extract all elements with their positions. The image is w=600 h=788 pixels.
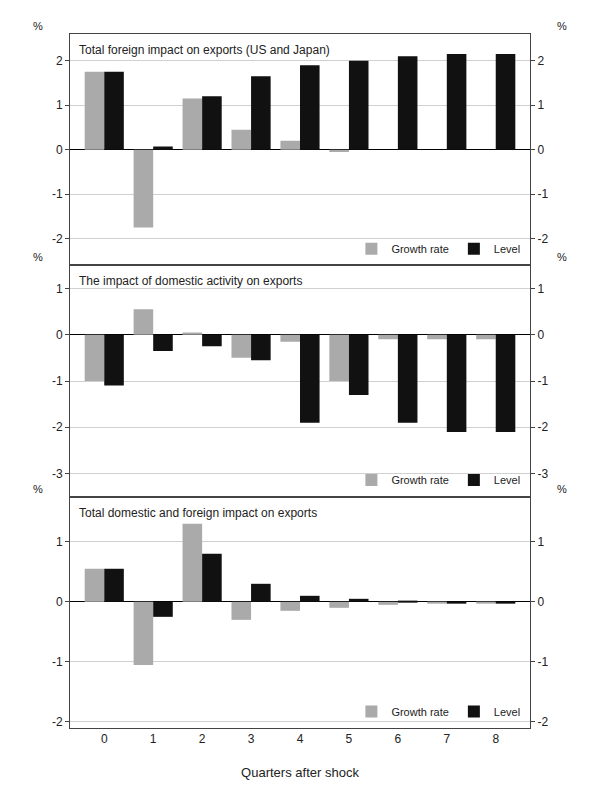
svg-text:-1: -1 (52, 374, 63, 388)
svg-text:Level: Level (494, 474, 520, 486)
svg-text:Growth rate: Growth rate (391, 243, 448, 255)
svg-text:3: 3 (248, 732, 255, 746)
svg-text:%: % (557, 251, 567, 263)
svg-text:1: 1 (150, 732, 157, 746)
svg-text:Level: Level (494, 706, 520, 718)
svg-text:-2: -2 (537, 715, 548, 729)
svg-text:0: 0 (56, 328, 63, 342)
svg-text:1: 1 (537, 98, 544, 112)
svg-text:-1: -1 (52, 187, 63, 201)
svg-text:0: 0 (56, 595, 63, 609)
svg-text:2: 2 (537, 54, 544, 68)
svg-text:1: 1 (537, 282, 544, 296)
svg-text:8: 8 (492, 732, 499, 746)
svg-text:Total foreign impact on export: Total foreign impact on exports (US and … (79, 43, 330, 57)
svg-text:2: 2 (56, 54, 63, 68)
svg-text:-2: -2 (52, 420, 63, 434)
svg-text:1: 1 (56, 98, 63, 112)
svg-text:Growth rate: Growth rate (391, 474, 448, 486)
svg-text:The impact of domestic activit: The impact of domestic activity on expor… (79, 274, 302, 288)
svg-text:Level: Level (494, 243, 520, 255)
svg-text:1: 1 (537, 535, 544, 549)
svg-text:-2: -2 (52, 232, 63, 246)
svg-text:%: % (557, 20, 567, 32)
svg-text:0: 0 (537, 143, 544, 157)
svg-text:5: 5 (346, 732, 353, 746)
svg-text:-1: -1 (537, 187, 548, 201)
svg-text:-1: -1 (52, 655, 63, 669)
svg-text:-1: -1 (537, 374, 548, 388)
svg-text:1: 1 (56, 535, 63, 549)
svg-text:-2: -2 (537, 232, 548, 246)
svg-text:-2: -2 (52, 715, 63, 729)
svg-text:7: 7 (443, 732, 450, 746)
svg-text:Quarters after shock: Quarters after shock (241, 765, 359, 780)
svg-text:1: 1 (56, 282, 63, 296)
svg-text:%: % (33, 20, 43, 32)
svg-text:0: 0 (537, 595, 544, 609)
svg-text:%: % (33, 251, 43, 263)
svg-text:0: 0 (56, 143, 63, 157)
svg-text:-1: -1 (537, 655, 548, 669)
svg-text:6: 6 (395, 732, 402, 746)
svg-text:-3: -3 (52, 467, 63, 481)
svg-text:%: % (557, 483, 567, 495)
svg-text:4: 4 (297, 732, 304, 746)
svg-text:Growth rate: Growth rate (391, 706, 448, 718)
svg-text:-3: -3 (537, 467, 548, 481)
svg-text:%: % (33, 483, 43, 495)
svg-text:0: 0 (537, 328, 544, 342)
svg-text:0: 0 (101, 732, 108, 746)
svg-text:-2: -2 (537, 420, 548, 434)
svg-text:2: 2 (199, 732, 206, 746)
svg-text:Total domestic and foreign imp: Total domestic and foreign impact on exp… (79, 506, 317, 520)
